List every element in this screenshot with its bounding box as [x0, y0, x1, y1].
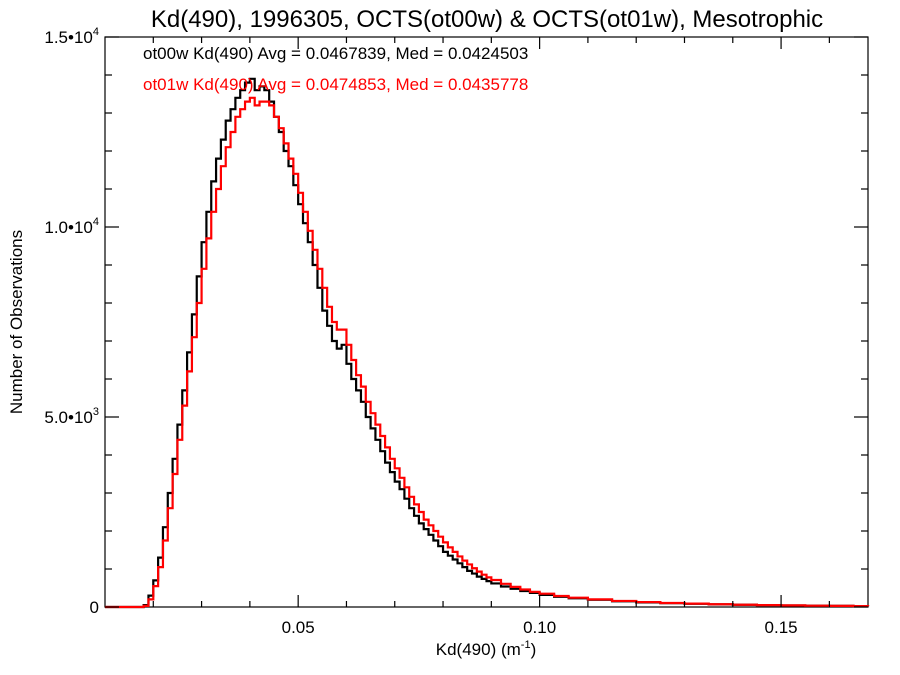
- x-axis-label-exponent: -1: [521, 639, 531, 651]
- x-axis-label-suffix: ): [531, 640, 537, 659]
- x-tick-label-3: 0.15: [765, 618, 798, 637]
- plot-frame: [104, 36, 869, 608]
- y-tick-label-1: 0: [90, 598, 99, 617]
- chart-title: Kd(490), 1996305, OCTS(ot00w) & OCTS(ot0…: [151, 6, 823, 33]
- annotation-1: ot00w Kd(490) Avg = 0.0467839, Med = 0.0…: [143, 44, 528, 63]
- tick-layer: [105, 36, 868, 608]
- y-tick-label-2: 5.0•103: [44, 406, 99, 427]
- x-tick-label-2: 0.10: [523, 618, 556, 637]
- x-axis-label: Kd(490) (m-1): [436, 639, 536, 659]
- annotation-layer: ot00w Kd(490) Avg = 0.0467839, Med = 0.0…: [143, 44, 528, 94]
- x-tick-label-1: 0.05: [282, 618, 315, 637]
- series-layer: [105, 77, 870, 609]
- y-tick-label-4: 1.5•104: [44, 26, 99, 47]
- series-line-1: [105, 77, 870, 609]
- x-axis-label-prefix: Kd(490) (m: [436, 640, 521, 659]
- annotation-2: ot01w Kd(490) Avg = 0.0474853, Med = 0.0…: [143, 75, 528, 94]
- tick-label-layer: 0.05 0.10 0.15 0 5.0•103 1.0•104 1.5•104: [44, 26, 797, 637]
- y-tick-label-3: 1.0•104: [44, 216, 99, 237]
- y-axis-label: Number of Observations: [7, 230, 26, 414]
- series-line-2: [105, 96, 870, 609]
